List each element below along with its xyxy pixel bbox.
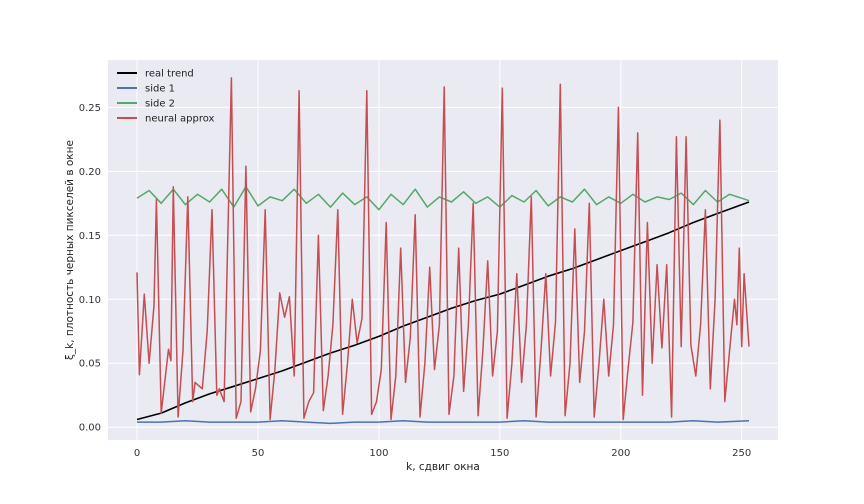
x-tick-label: 0 [134,448,140,459]
y-tick-label: 0.05 [79,359,101,370]
tick-labels: 0 50 100 150 200 250 0.00 0.05 0.10 0.15 0.20 0.25 [79,103,752,459]
series-layer [136,77,750,425]
x-tick-label: 150 [490,448,509,459]
y-tick-label: 0.20 [79,167,101,178]
series-line-neural-approx [136,77,750,421]
x-axis-label: k, сдвиг окна [406,461,480,473]
y-axis-label: ξ_k, плотность черных пикселей в окне [64,140,76,360]
series-line-side-1 [137,420,750,425]
legend-label-side-1: side 1 [145,84,175,95]
legend-label-side-2: side 2 [145,99,175,110]
y-tick-label: 0.25 [79,103,101,114]
y-tick-label: 0.15 [79,231,101,242]
y-tick-label: 0.10 [79,295,101,306]
x-tick-label: 250 [732,448,751,459]
y-tick-label: 0.00 [79,423,101,434]
x-tick-label: 50 [252,448,265,459]
legend-label-real-trend: real trend [145,69,194,80]
legend: real trend side 1 side 2 neural approx [117,69,215,125]
x-tick-label: 100 [369,448,388,459]
legend-label-neural-approx: neural approx [145,114,215,125]
x-tick-label: 200 [611,448,630,459]
